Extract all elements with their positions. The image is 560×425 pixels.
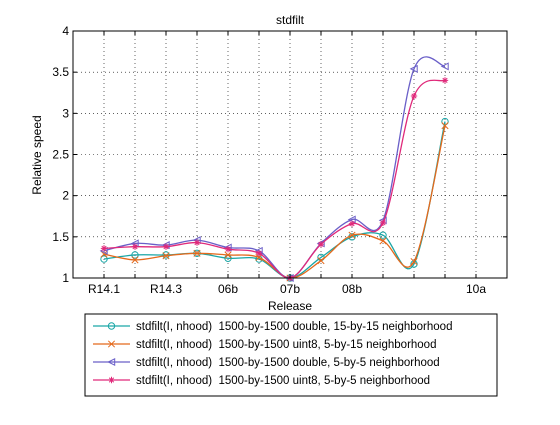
legend-item: stdfilt(I, nhood) 1500-by-1500 uint8, 5-… [93,375,430,387]
circle-marker [100,255,108,263]
y-axis-label: Relative speed [30,115,44,194]
x-marker [131,256,139,264]
x-axis-label: Release [268,299,312,313]
legend-box [84,313,498,397]
x-marker [162,252,170,260]
x-tick-label: 10a [466,282,486,296]
legend-label: stdfilt(I, nhood) 1500-by-1500 uint8, 5-… [136,375,430,387]
x-marker [348,231,356,239]
star-marker [441,77,449,84]
legend-item: stdfilt(I, nhood) 1500-by-1500 uint8, 5-… [93,339,436,351]
star-marker [379,219,387,227]
tick-layer: R14.1 R14.3 06b 07b 08b 10a 1 1.5 2 2.5 3 3.5 4 [52,24,507,296]
chart-title: stdfilt [276,13,305,27]
legend: stdfilt(I, nhood) 1500-by-1500 double, 1… [84,313,498,397]
star-marker [348,220,356,227]
y-tick-label: 1 [62,271,69,285]
circle-marker [441,117,449,126]
x-tick-label: 07b [280,282,300,296]
star-marker [131,243,139,250]
star-marker [317,241,325,248]
star-marker [255,250,263,257]
x-marker [107,340,116,348]
triangle-marker [440,62,449,71]
star-marker [162,243,170,250]
legend-item: stdfilt(I, nhood) 1500-by-1500 double, 1… [93,321,452,333]
legend-item: stdfilt(I, nhood) 1500-by-1500 double, 5… [93,357,440,369]
y-tick-label: 3.5 [52,65,69,79]
triangle-marker [107,357,116,367]
star-marker [100,245,108,252]
series-layer [99,56,449,283]
circle-marker [131,251,139,259]
x-marker [193,249,201,257]
y-tick-label: 1.5 [52,230,69,244]
star-marker [224,245,232,253]
y-tick-label: 2.5 [52,148,69,162]
legend-label: stdfilt(I, nhood) 1500-by-1500 uint8, 5-… [136,339,436,351]
x-tick-label: 06b [218,282,238,296]
legend-label: stdfilt(I, nhood) 1500-by-1500 double, 5… [136,357,440,369]
x-marker [317,257,325,265]
star-marker [193,239,201,246]
x-marker [379,237,387,245]
x-marker [410,257,418,266]
y-tick-label: 4 [62,24,69,38]
x-tick-label: R14.1 [88,282,120,296]
x-tick-label: R14.3 [150,282,182,296]
y-tick-label: 3 [62,106,69,120]
x-marker [441,122,449,130]
x-tick-label: 08b [342,282,362,296]
circle-marker [379,231,387,239]
y-tick-label: 2 [62,189,69,203]
circle-marker [107,322,116,330]
x-marker [224,251,232,259]
legend-label: stdfilt(I, nhood) 1500-by-1500 double, 1… [136,321,452,333]
star-marker [410,92,418,100]
star-marker [108,376,115,384]
triangle-marker [409,64,418,73]
x-marker [100,250,108,258]
